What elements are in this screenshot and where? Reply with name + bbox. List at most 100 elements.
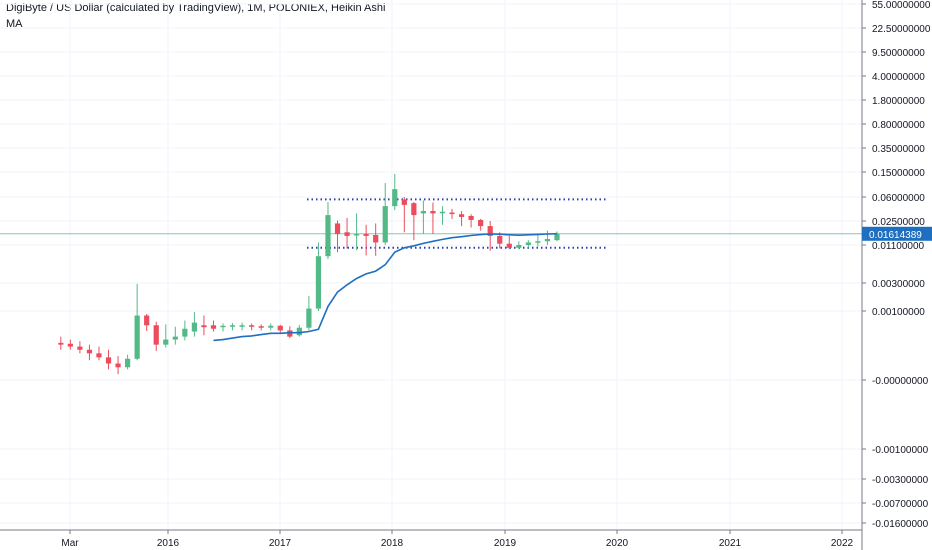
ma-line bbox=[213, 232, 558, 342]
candle bbox=[487, 221, 493, 251]
candle bbox=[249, 323, 255, 331]
price-tick-label: 4.00000000 bbox=[872, 72, 925, 83]
chart-title: DigiByte / US Dollar (calculated by Trad… bbox=[6, 2, 386, 14]
candle bbox=[239, 322, 245, 331]
candle bbox=[210, 320, 217, 332]
candle bbox=[315, 242, 322, 311]
time-axis[interactable]: Mar 2016 2017 2018 2019 2020 2021 2022 bbox=[0, 529, 862, 549]
candle bbox=[191, 312, 197, 337]
candle bbox=[458, 211, 465, 227]
candle-body bbox=[525, 242, 531, 245]
candle bbox=[115, 356, 121, 375]
candle bbox=[220, 323, 226, 332]
price-tick-label: -0.00300000 bbox=[872, 475, 929, 486]
candle-body bbox=[497, 235, 503, 244]
price-tick-label: -0.01600000 bbox=[872, 519, 929, 530]
horizontal-levels bbox=[307, 198, 608, 249]
chart-grid bbox=[0, 0, 862, 530]
candle-body bbox=[306, 308, 312, 328]
candle bbox=[439, 206, 446, 225]
candle bbox=[172, 326, 178, 345]
candle bbox=[229, 323, 236, 331]
last-price-tag: 0.01614389 bbox=[862, 226, 932, 241]
candle-body bbox=[325, 215, 331, 257]
candle bbox=[96, 346, 102, 361]
candle-body bbox=[535, 241, 541, 243]
price-tick-label: -0.00100000 bbox=[872, 445, 929, 456]
candle bbox=[449, 208, 455, 219]
price-tick-label: 0.15000000 bbox=[872, 168, 925, 179]
time-tick-label: 2019 bbox=[494, 538, 517, 549]
candle-body bbox=[201, 325, 207, 328]
price-tick-label: 0.00100000 bbox=[872, 307, 925, 318]
candle bbox=[382, 183, 388, 245]
candle-body bbox=[411, 203, 417, 216]
chart-legend: DigiByte / US Dollar (calculated by Trad… bbox=[6, 0, 385, 32]
candle-body bbox=[77, 346, 83, 350]
candle-body bbox=[487, 226, 493, 236]
candle bbox=[134, 283, 140, 361]
time-tick-label: 2020 bbox=[606, 538, 629, 549]
candle-body bbox=[105, 357, 112, 364]
candle bbox=[478, 218, 484, 231]
candle-body bbox=[420, 211, 426, 214]
price-tick-label: 55.00000000 bbox=[872, 0, 931, 11]
price-tick-label: 1.80000000 bbox=[872, 96, 925, 107]
candle-body bbox=[392, 189, 398, 207]
candle bbox=[163, 324, 169, 348]
candle-body bbox=[125, 358, 131, 368]
candle-body bbox=[249, 325, 255, 327]
candle-body bbox=[554, 233, 560, 241]
candle-body bbox=[544, 239, 551, 242]
price-tick-label: -0.00000000 bbox=[872, 376, 929, 387]
time-tick-label: Mar bbox=[61, 538, 79, 549]
candle bbox=[516, 241, 522, 250]
candle-body bbox=[134, 315, 140, 359]
candle-body bbox=[478, 219, 484, 227]
candle-body bbox=[401, 199, 407, 205]
candle bbox=[544, 230, 551, 245]
candle bbox=[392, 173, 398, 211]
candle-body bbox=[296, 327, 302, 336]
price-tick-label: 9.50000000 bbox=[872, 48, 925, 59]
candle-body bbox=[439, 211, 446, 214]
candle-body bbox=[458, 214, 465, 217]
candle-body bbox=[144, 315, 150, 326]
candle-body bbox=[115, 363, 121, 368]
candle-body bbox=[344, 232, 350, 236]
candle bbox=[363, 224, 369, 256]
time-tick-label: 2018 bbox=[381, 538, 404, 549]
candle-body bbox=[315, 256, 322, 309]
candle bbox=[344, 217, 350, 249]
candle-body bbox=[373, 234, 379, 243]
candle bbox=[535, 234, 541, 247]
candle-body bbox=[354, 234, 360, 236]
candle-body bbox=[449, 212, 455, 215]
candle bbox=[373, 223, 379, 256]
candle-body bbox=[96, 353, 102, 358]
price-tick-label: 0.02500000 bbox=[872, 217, 925, 228]
candle-body bbox=[163, 339, 169, 345]
candle-body bbox=[191, 322, 197, 332]
price-axis[interactable]: 55.00000000 22.50000000 9.50000000 4.000000… bbox=[861, 0, 931, 550]
candle-body bbox=[382, 206, 388, 243]
candle bbox=[506, 235, 512, 250]
price-tag-box bbox=[862, 226, 932, 241]
time-tick-label: 2022 bbox=[831, 538, 854, 549]
candle bbox=[77, 341, 83, 354]
candle bbox=[67, 339, 73, 350]
candle bbox=[144, 313, 150, 331]
candle-body bbox=[182, 328, 188, 337]
candles-layer bbox=[58, 173, 560, 375]
candle-body bbox=[172, 336, 178, 340]
price-tag-label: 0.01614389 bbox=[869, 230, 922, 241]
price-tick-label: -0.00700000 bbox=[872, 499, 929, 510]
candle-body bbox=[468, 216, 474, 220]
candle bbox=[334, 220, 341, 253]
candle-body bbox=[258, 326, 264, 328]
candle-body bbox=[277, 325, 283, 331]
price-tick-label: 0.80000000 bbox=[872, 120, 925, 131]
price-tick-label: 0.06000000 bbox=[872, 193, 925, 204]
candle bbox=[411, 201, 417, 241]
